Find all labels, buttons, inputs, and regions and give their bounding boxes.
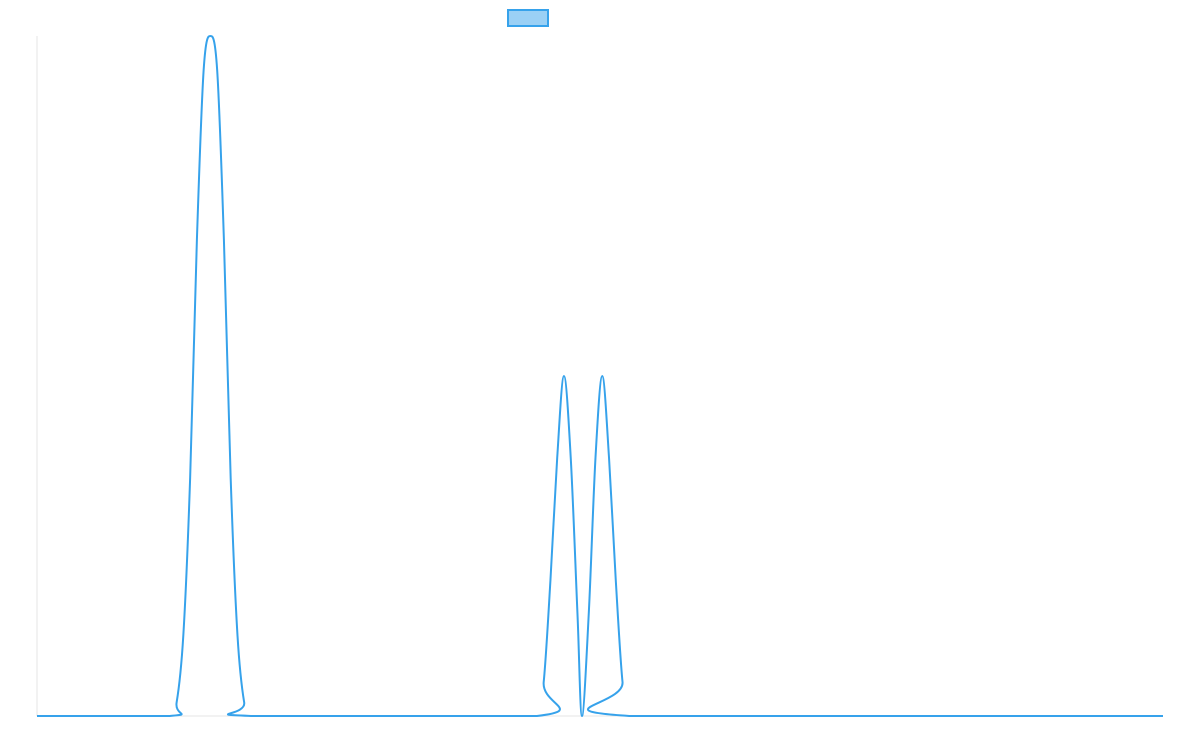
axes (36, 36, 1163, 717)
series-layer (37, 35, 1163, 718)
legend-swatch[interactable] (507, 9, 549, 27)
legend[interactable] (507, 9, 549, 27)
series-line[interactable] (37, 35, 1163, 718)
